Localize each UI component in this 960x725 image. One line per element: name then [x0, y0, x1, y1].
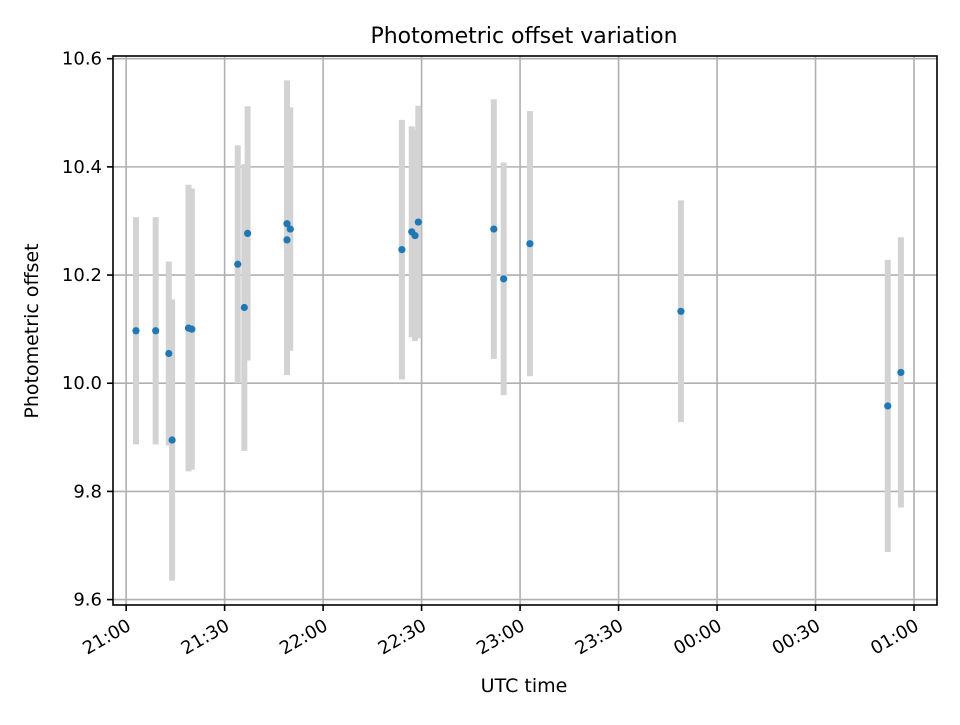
- grid: [113, 56, 937, 605]
- data-point: [283, 220, 291, 228]
- x-tick-label: 01:00: [867, 615, 922, 659]
- data-point: [286, 225, 294, 233]
- data-point: [398, 246, 406, 254]
- data-point: [884, 402, 892, 410]
- x-axis-label: UTC time: [481, 675, 568, 697]
- data-points: [132, 218, 905, 444]
- y-tick-label: 10.2: [62, 265, 102, 286]
- data-point: [490, 225, 498, 233]
- data-point: [677, 307, 685, 315]
- data-point: [152, 327, 160, 335]
- data-point: [240, 303, 248, 312]
- x-tick-label: 23:30: [572, 615, 627, 659]
- data-point: [234, 260, 242, 268]
- y-tick-label: 10.6: [62, 49, 102, 70]
- y-tick-label: 9.8: [73, 481, 102, 502]
- x-tick-label: 22:30: [375, 615, 430, 659]
- data-point: [132, 327, 140, 335]
- y-axis-ticks: 9.6 9.8 10.0 10.2 10.4 10.6: [62, 49, 113, 611]
- plot-frame: [112, 55, 938, 606]
- data-point: [411, 231, 419, 240]
- data-point: [283, 236, 291, 244]
- data-point: [414, 218, 422, 226]
- data-point: [243, 229, 252, 238]
- x-tick-label: 00:00: [670, 615, 725, 659]
- data-point: [500, 275, 508, 283]
- y-tick-label: 10.4: [62, 157, 102, 178]
- data-point: [188, 325, 196, 333]
- error-bars: [132, 80, 904, 581]
- x-tick-label: 21:30: [178, 615, 233, 659]
- x-tick-label: 22:00: [276, 615, 331, 659]
- x-tick-label: 00:30: [769, 615, 824, 659]
- data-point: [168, 436, 176, 444]
- y-tick-label: 10.0: [62, 373, 102, 394]
- data-point: [526, 240, 534, 248]
- x-tick-label: 23:00: [473, 615, 528, 659]
- data-point: [165, 349, 173, 358]
- y-tick-label: 9.6: [73, 590, 102, 611]
- chart-title: Photometric offset variation: [370, 24, 677, 49]
- data-point: [897, 368, 905, 377]
- y-axis-label: Photometric offset: [21, 243, 43, 418]
- x-tick-label: 21:00: [79, 615, 134, 659]
- x-axis-ticks: 21:00 21:30 22:00 22:30 23:00 23:30 00:00 00:30…: [79, 605, 923, 659]
